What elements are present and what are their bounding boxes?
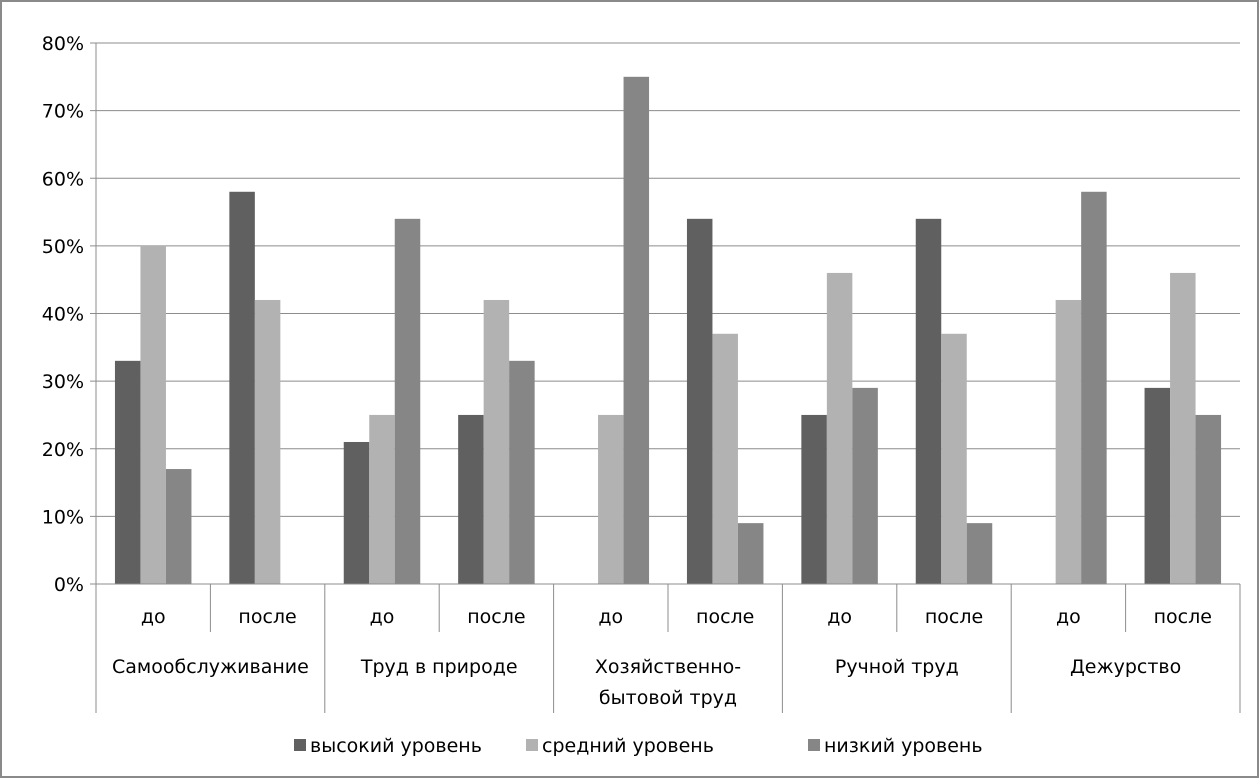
bar <box>140 245 166 584</box>
bar <box>712 333 738 584</box>
x-group-labels: Самообслуживание Труд в природе Хозяйствен… <box>112 656 1181 709</box>
legend-label: средний уровень <box>542 735 714 757</box>
x-category-label: после <box>696 606 754 628</box>
y-tick-labels: 0% 10% 20% 30% 40% 50% 60% 70% 80% <box>42 33 96 596</box>
bar <box>1195 414 1222 584</box>
bar <box>966 523 993 584</box>
bar <box>165 469 192 584</box>
y-tick-label: 40% <box>42 304 84 326</box>
y-tick-label: 80% <box>42 33 84 55</box>
bar <box>915 218 942 584</box>
y-tick-label: 60% <box>42 168 84 190</box>
x-group-label: Хозяйственно- <box>595 656 741 678</box>
bar <box>254 299 281 584</box>
x-group-label: бытовой труд <box>599 687 737 709</box>
bar <box>394 218 421 584</box>
bar <box>1170 272 1196 584</box>
bar <box>343 441 370 584</box>
bar <box>483 299 510 584</box>
bar <box>458 414 484 584</box>
x-category-label: после <box>1154 606 1212 628</box>
x-category-labels: до после до после до после до после до после <box>141 606 1212 628</box>
legend-swatch <box>294 739 306 751</box>
legend-swatch <box>808 739 820 751</box>
x-category-label: до <box>598 606 623 628</box>
x-category-label: до <box>370 606 395 628</box>
x-group-label: Дежурство <box>1070 656 1181 678</box>
x-category-label: после <box>238 606 296 628</box>
y-tick-label: 0% <box>54 574 84 596</box>
y-tick-label: 10% <box>42 506 84 528</box>
bar <box>1081 191 1107 584</box>
bar <box>229 191 255 584</box>
x-category-label: до <box>1056 606 1081 628</box>
legend-swatch <box>526 739 538 751</box>
y-tick-label: 30% <box>42 371 84 393</box>
y-tick-label: 70% <box>42 101 84 123</box>
x-category-label: до <box>141 606 166 628</box>
x-group-label: Труд в природе <box>360 656 518 678</box>
bar <box>369 414 395 584</box>
x-category-label: после <box>925 606 983 628</box>
bar <box>801 414 827 584</box>
bar <box>852 387 878 584</box>
x-group-label: Ручной труд <box>835 656 959 678</box>
bar <box>1055 299 1082 584</box>
bar <box>941 333 967 584</box>
bar <box>509 360 535 584</box>
axes <box>95 43 1241 713</box>
bar <box>737 523 764 584</box>
x-category-label: после <box>467 606 525 628</box>
bar <box>686 218 713 584</box>
x-group-label: Самообслуживание <box>112 656 309 678</box>
x-category-label: до <box>827 606 852 628</box>
bar <box>623 76 650 584</box>
bar <box>826 272 853 584</box>
legend-label: высокий уровень <box>310 735 482 757</box>
bar <box>598 414 624 584</box>
legend-label: низкий уровень <box>824 735 983 757</box>
y-tick-label: 20% <box>42 439 84 461</box>
bar <box>114 360 141 584</box>
gridlines <box>96 42 1240 517</box>
y-tick-label: 50% <box>42 236 84 258</box>
bar <box>1144 387 1171 584</box>
legend: высокий уровень средний уровень низкий уро… <box>294 735 983 757</box>
bars <box>114 76 1222 584</box>
